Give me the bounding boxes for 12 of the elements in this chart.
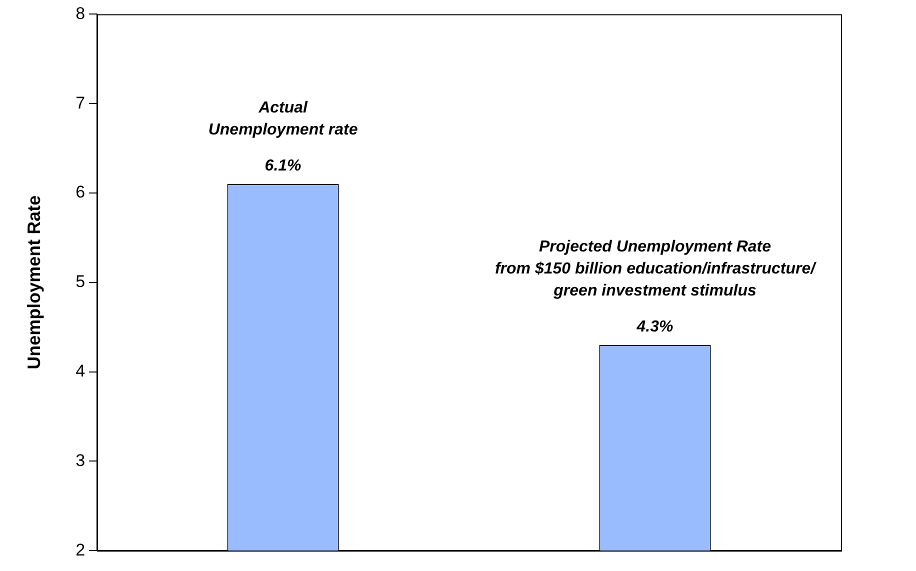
y-tick-label: 6: [76, 182, 86, 202]
data-label: 6.1%: [264, 157, 302, 174]
y-axis-title: Unemployment Rate: [24, 195, 44, 370]
annotation: Projected Unemployment Rate from $150 billion education/infrastructure/ green investment stimulus: [494, 238, 817, 300]
y-tick-label: 7: [76, 93, 86, 112]
y-tick-label: 2: [76, 540, 86, 560]
y-tick-label: 5: [76, 272, 86, 292]
data-label: 4.3%: [636, 318, 674, 336]
y-tick-label: 4: [76, 361, 86, 380]
annotation: Actual Unemployment rate: [208, 99, 358, 138]
y-tick-label: 3: [76, 450, 86, 470]
y-tick-label: 8: [76, 4, 86, 23]
